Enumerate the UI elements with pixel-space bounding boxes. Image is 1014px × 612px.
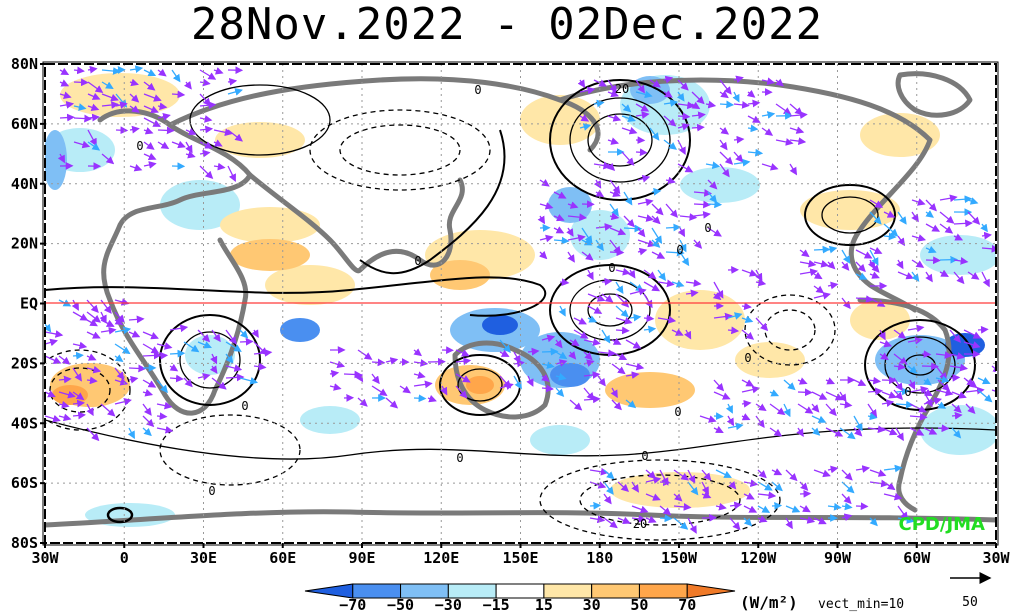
- flux-vectors: [45, 65, 996, 534]
- contour-label: 0: [904, 385, 911, 399]
- lon-tick-label: 30W: [31, 549, 59, 567]
- longitude-labels: 30W 0 30E 60E 90E 120E 150E 180 150W 120W 90W 60W 30…: [31, 543, 1011, 567]
- colorbar: −70 −50 −30 −15 15 30 50 70: [304, 583, 736, 612]
- credit-label: CPD/JMA: [899, 514, 986, 535]
- colorbar-level: 50: [630, 596, 648, 612]
- lat-tick-label: 40N: [11, 175, 38, 193]
- contour-label: 0: [208, 484, 215, 498]
- contour-label: 0: [641, 449, 648, 463]
- gridlines: [45, 64, 996, 543]
- colorbar-level: 30: [583, 596, 601, 612]
- vect-min-label: vect_min=10: [818, 597, 904, 612]
- map-title: 28Nov.2022 - 02Dec.2022: [190, 0, 824, 50]
- lat-tick-label: 80N: [11, 55, 38, 73]
- contour-label: 0: [414, 254, 421, 268]
- lon-tick-label: 90E: [348, 549, 375, 567]
- contour-label: 0: [608, 261, 615, 275]
- lon-tick-label: 150W: [661, 549, 698, 567]
- lon-tick-label: 0: [120, 549, 129, 567]
- contour-label: 20: [615, 82, 629, 96]
- colorbar-level: −30: [435, 596, 462, 612]
- lat-tick-label: 60S: [11, 474, 38, 492]
- lon-tick-label: 120E: [423, 549, 459, 567]
- latitude-labels: 80N 60N 40N 20N EQ 20S 40S 60S 80S: [11, 55, 45, 552]
- contour-label: 20: [633, 517, 647, 531]
- contour-label: 0: [744, 351, 751, 365]
- contour-label: 0: [474, 83, 481, 97]
- lat-tick-label: 60N: [11, 115, 38, 133]
- lat-tick-label: EQ: [20, 295, 38, 313]
- colorbar-level: −15: [483, 596, 510, 612]
- contour-label: 0: [676, 243, 683, 257]
- lon-tick-label: 90W: [824, 549, 852, 567]
- lat-tick-label: 20N: [11, 235, 38, 253]
- lon-tick-label: 120W: [740, 549, 777, 567]
- lat-tick-label: 40S: [11, 414, 38, 432]
- contour-label: 0: [704, 221, 711, 235]
- colorbar-level: 70: [678, 596, 696, 612]
- lon-tick-label: 60E: [269, 549, 296, 567]
- lon-tick-label: 30W: [982, 549, 1010, 567]
- lon-tick-label: 150E: [502, 549, 538, 567]
- colorbar-unit: (W/m²): [740, 593, 798, 612]
- colorbar-level: −50: [387, 596, 414, 612]
- contour-labels: 0 0 0 0 0 0 0 0 0 0 0 0 20 20 0: [136, 82, 911, 531]
- reference-vector-value: 50: [962, 595, 978, 610]
- contour-label: 0: [456, 451, 463, 465]
- contour-label: 0: [136, 139, 143, 153]
- contour-label: 0: [241, 399, 248, 413]
- contour-label: 0: [674, 405, 681, 419]
- lon-tick-label: 30E: [190, 549, 217, 567]
- colorbar-level: −70: [339, 596, 366, 612]
- colorbar-level: 15: [535, 596, 553, 612]
- lon-tick-label: 60W: [903, 549, 931, 567]
- lat-tick-label: 20S: [11, 354, 38, 372]
- lon-tick-label: 180: [586, 549, 613, 567]
- lat-tick-label: 80S: [11, 534, 38, 552]
